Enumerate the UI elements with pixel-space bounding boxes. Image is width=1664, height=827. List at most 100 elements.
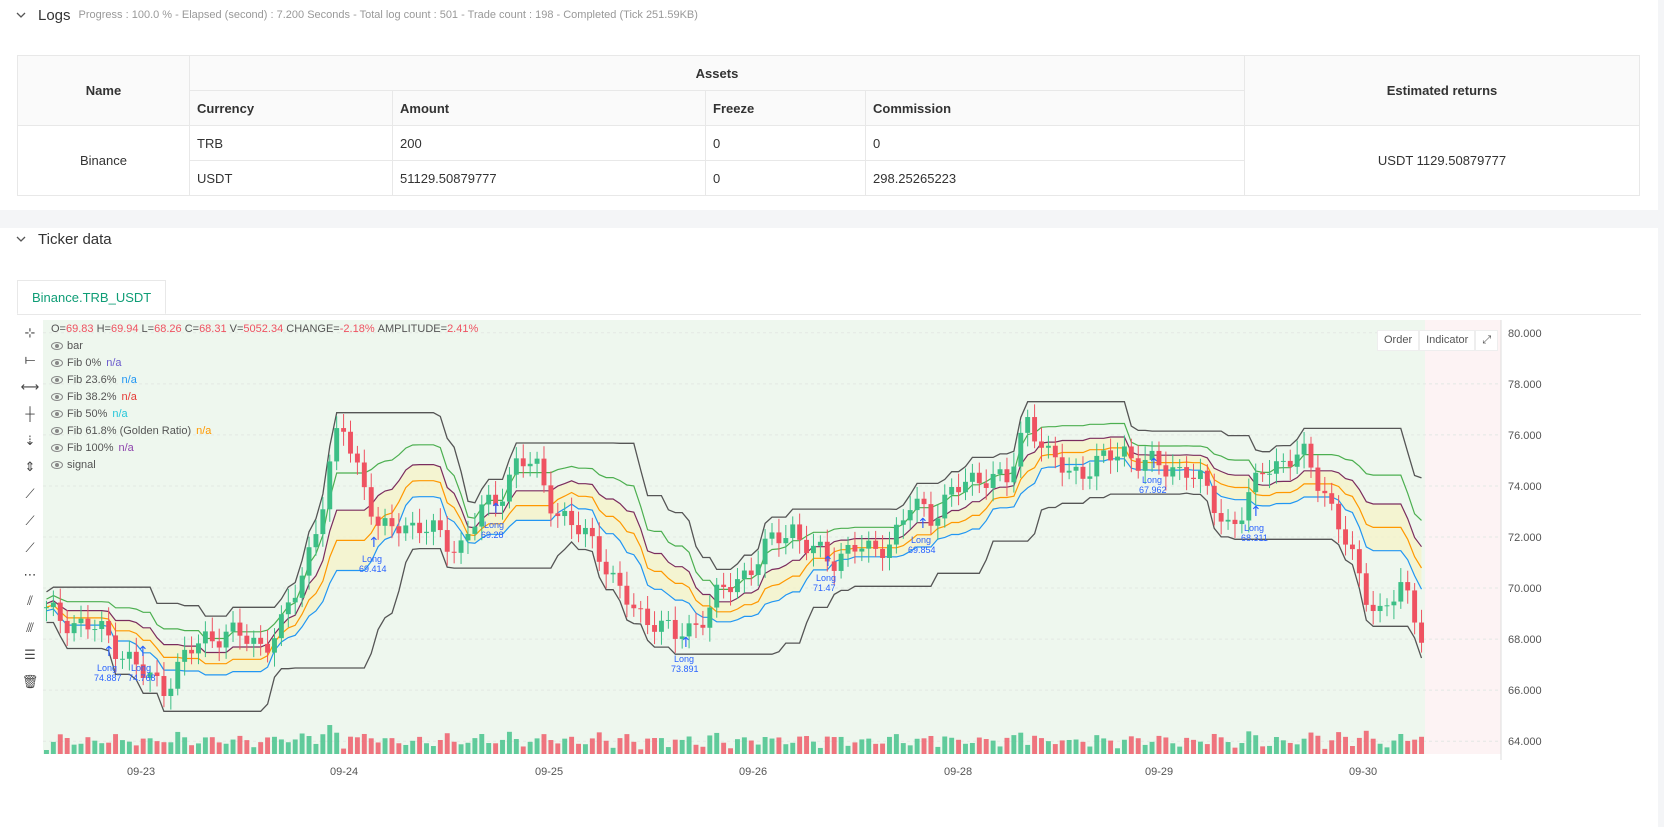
eye-icon[interactable] [51, 392, 63, 401]
volume-bar [265, 737, 271, 754]
fib-0-line [46, 401, 1422, 617]
arrow-down-icon[interactable]: ⇣ [24, 432, 36, 448]
logs-header[interactable]: Logs Progress : 100.0 % - Elapsed (secon… [16, 0, 698, 30]
eye-icon[interactable] [51, 426, 63, 435]
candlestick-chart[interactable]: 80.000 78.000 76.000 74.000 72.000 70.000 68.0… [17, 320, 1658, 827]
candle-body [852, 544, 858, 552]
candle-body [914, 498, 920, 511]
volume-bar [1177, 746, 1183, 754]
ruler-icon[interactable]: ⋯ [23, 566, 37, 582]
y-tick-label: 74.000 [1508, 481, 1542, 493]
candle-body [354, 453, 360, 463]
trash-icon[interactable]: 🗑 [21, 673, 39, 689]
ray-line-icon[interactable]: ⟋ [25, 539, 35, 555]
volume-bar [1239, 743, 1245, 754]
volume-bar [182, 737, 188, 754]
volume-bar [175, 731, 181, 754]
eye-icon[interactable] [51, 341, 63, 350]
eye-icon[interactable] [51, 358, 63, 367]
volume-bar [500, 739, 505, 754]
volume-bar [1232, 747, 1238, 754]
volume-bar [50, 741, 56, 754]
trend-angle-icon[interactable]: ⟋ [25, 512, 35, 528]
volume-bar [71, 744, 77, 754]
volume-bar [1156, 735, 1162, 754]
candle-body [1191, 477, 1196, 480]
candle-body [106, 621, 112, 636]
eye-icon[interactable] [51, 443, 63, 452]
y-tick-label: 78.000 [1508, 379, 1542, 391]
candle-body [1315, 467, 1321, 491]
volume-bar [603, 740, 609, 754]
vertical-line-icon[interactable]: ┼ [25, 406, 35, 422]
candle-body [1197, 470, 1203, 480]
parallel-channel-icon[interactable]: ⫽ [27, 593, 33, 609]
y-tick-label: 68.000 [1508, 634, 1542, 646]
legend-item[interactable]: Fib 50% n/a [51, 405, 478, 422]
candle-body [1059, 457, 1065, 473]
volume-bar [486, 743, 492, 754]
indicator-button[interactable]: Indicator [1419, 330, 1476, 351]
volume-bar [1025, 744, 1031, 754]
candle-body [838, 553, 844, 571]
legend-item[interactable]: Fib 100% n/a [51, 439, 478, 456]
volume-bar [334, 732, 340, 754]
tab-trb-usdt[interactable]: Binance.TRB_USDT [17, 280, 167, 315]
volume-bar [126, 741, 132, 754]
signal-arrow-icon: ↑ [490, 501, 502, 517]
eye-icon[interactable] [51, 375, 63, 384]
legend-item[interactable]: Fib 38.2% n/a [51, 388, 478, 405]
volume-bar [748, 740, 754, 754]
x-tick-label: 09-23 [127, 766, 155, 778]
fib-retracement-icon[interactable]: ☰ [24, 646, 36, 662]
legend-item[interactable]: bar [51, 337, 478, 354]
eye-icon[interactable] [51, 409, 63, 418]
candle-body [969, 472, 975, 482]
volume-bar [589, 738, 595, 754]
candle-body [113, 635, 119, 659]
legend-item[interactable]: signal [51, 456, 478, 473]
volume-bar [382, 738, 388, 754]
trend-line-icon[interactable]: ⟋ [25, 486, 35, 502]
volume-bar [1211, 733, 1217, 754]
candle-body [506, 474, 512, 502]
volume-bar [963, 743, 968, 754]
volume-bar [1197, 741, 1203, 754]
legend-item[interactable]: Fib 23.6% n/a [51, 371, 478, 388]
volume-bar [1115, 748, 1120, 754]
ticker-header[interactable]: Ticker data [16, 224, 112, 254]
horizontal-line-icon[interactable]: ⟝ [24, 352, 36, 368]
legend-item[interactable]: Fib 0% n/a [51, 354, 478, 371]
crosshair-icon[interactable]: ⊹ [24, 325, 36, 341]
legend-item[interactable]: Fib 61.8% (Golden Ratio) n/a [51, 422, 478, 439]
signal-arrow-icon: ↑ [917, 516, 929, 532]
candle-body [741, 570, 747, 580]
ray-icon[interactable]: ⟷ [20, 378, 40, 394]
volume-bar [617, 738, 623, 754]
order-button[interactable]: Order [1377, 330, 1420, 351]
volume-bar [907, 745, 913, 754]
chart-area[interactable]: 80.000 78.000 76.000 74.000 72.000 70.000 68.0… [17, 320, 1658, 827]
volume-bar [272, 736, 277, 754]
chevron-down-icon[interactable] [16, 10, 26, 20]
y-tick-label: 80.000 [1508, 328, 1542, 340]
volume-bar [914, 738, 920, 754]
candle-body [1121, 446, 1127, 457]
candle-body [389, 518, 395, 527]
range-icon[interactable]: ⇕ [24, 459, 36, 475]
volume-bar [817, 747, 823, 754]
legend-label: Fib 38.2% [67, 390, 117, 403]
signal-label: Long [97, 663, 117, 673]
candle-body [382, 518, 388, 526]
fullscreen-icon[interactable]: ⤢ [1475, 330, 1499, 351]
eye-icon[interactable] [51, 460, 63, 469]
candle-body [1412, 590, 1418, 623]
chevron-down-icon[interactable] [16, 234, 26, 244]
volume-bar [327, 725, 333, 754]
signal-value: 69.414 [359, 564, 387, 574]
volume-bar [769, 738, 775, 754]
pitchfork-icon[interactable]: ⫻ [26, 620, 34, 636]
candle-body [1128, 446, 1134, 459]
volume-bar [652, 738, 657, 754]
signal-label: Long [484, 520, 504, 530]
